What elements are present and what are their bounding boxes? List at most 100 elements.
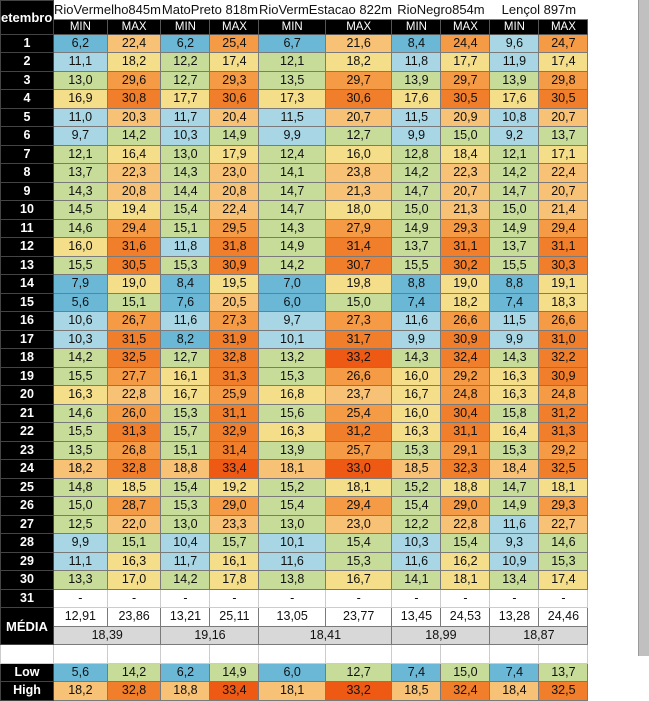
max-temp-cell[interactable]: 22,4 xyxy=(538,163,589,183)
min-temp-cell[interactable]: 16,3 xyxy=(258,422,326,442)
min-temp-cell[interactable]: 15,0 xyxy=(53,496,108,516)
low-value[interactable]: 7,4 xyxy=(489,662,540,682)
min-temp-cell[interactable]: 14,7 xyxy=(489,181,540,201)
min-temp-cell[interactable]: 5,6 xyxy=(53,292,108,312)
min-temp-cell[interactable]: 15,3 xyxy=(258,366,326,386)
max-temp-cell[interactable]: 31,4 xyxy=(209,440,260,460)
max-temp-cell[interactable]: 31,8 xyxy=(209,237,260,257)
min-temp-cell[interactable]: 13,3 xyxy=(53,570,108,590)
max-temp-cell[interactable]: 30,9 xyxy=(538,366,589,386)
max-temp-cell[interactable]: 20,8 xyxy=(209,181,260,201)
max-temp-cell[interactable]: 31,3 xyxy=(209,366,260,386)
max-temp-cell[interactable]: 29,3 xyxy=(538,496,589,516)
max-temp-cell[interactable]: 30,4 xyxy=(440,403,491,423)
max-temp-cell[interactable]: 15,7 xyxy=(209,533,260,553)
max-temp-cell[interactable]: 31,1 xyxy=(440,237,491,257)
media-value[interactable]: 13,28 xyxy=(489,607,540,627)
min-temp-cell[interactable]: 15,1 xyxy=(160,218,211,238)
max-temp-cell[interactable]: 19,0 xyxy=(106,274,162,294)
high-value[interactable]: 32,5 xyxy=(538,681,589,701)
max-temp-cell[interactable]: 32,3 xyxy=(440,459,491,479)
max-temp-cell[interactable]: 33,2 xyxy=(324,348,393,368)
min-temp-cell[interactable]: 14,1 xyxy=(391,570,442,590)
max-temp-cell[interactable]: 18,2 xyxy=(106,52,162,72)
min-temp-cell[interactable]: 11,1 xyxy=(53,551,108,571)
max-temp-cell[interactable]: 27,7 xyxy=(106,366,162,386)
max-temp-cell[interactable]: 33,4 xyxy=(209,459,260,479)
max-temp-cell[interactable]: 28,7 xyxy=(106,496,162,516)
min-temp-cell[interactable]: - xyxy=(160,588,211,608)
max-temp-cell[interactable]: 15,1 xyxy=(106,292,162,312)
media-value[interactable]: 24,53 xyxy=(440,607,491,627)
min-temp-cell[interactable]: 13,9 xyxy=(489,70,540,90)
min-temp-cell[interactable]: 13,0 xyxy=(160,144,211,164)
max-temp-cell[interactable]: 17,4 xyxy=(538,570,589,590)
min-temp-cell[interactable]: 14,3 xyxy=(160,163,211,183)
max-temp-cell[interactable]: 30,9 xyxy=(209,255,260,275)
low-value[interactable]: 14,2 xyxy=(106,662,162,682)
high-value[interactable]: 32,4 xyxy=(440,681,491,701)
min-temp-cell[interactable]: 16,3 xyxy=(489,366,540,386)
max-temp-cell[interactable]: 30,3 xyxy=(538,255,589,275)
max-temp-cell[interactable]: 18,2 xyxy=(440,292,491,312)
min-temp-cell[interactable]: 14,8 xyxy=(53,477,108,497)
min-temp-cell[interactable]: 6,7 xyxy=(258,33,326,53)
max-temp-cell[interactable]: 29,6 xyxy=(106,70,162,90)
low-value[interactable]: 5,6 xyxy=(53,662,108,682)
max-temp-cell[interactable]: 31,3 xyxy=(538,422,589,442)
min-temp-cell[interactable]: 16,1 xyxy=(160,366,211,386)
min-temp-cell[interactable]: 11,1 xyxy=(53,52,108,72)
overall-average[interactable]: 18,99 xyxy=(391,625,491,645)
min-temp-cell[interactable]: 12,1 xyxy=(258,52,326,72)
min-temp-cell[interactable]: 16,7 xyxy=(391,385,442,405)
max-temp-cell[interactable]: 33,0 xyxy=(324,459,393,479)
min-temp-cell[interactable]: 17,3 xyxy=(258,89,326,109)
min-temp-cell[interactable]: 11,6 xyxy=(258,551,326,571)
max-temp-cell[interactable]: 14,9 xyxy=(209,126,260,146)
max-temp-cell[interactable]: 31,1 xyxy=(538,237,589,257)
max-temp-cell[interactable]: 16,1 xyxy=(209,551,260,571)
min-temp-cell[interactable]: 11,5 xyxy=(489,311,540,331)
high-value[interactable]: 18,5 xyxy=(391,681,442,701)
min-temp-cell[interactable]: 7,4 xyxy=(391,292,442,312)
max-temp-cell[interactable]: 20,9 xyxy=(440,107,491,127)
max-temp-cell[interactable]: - xyxy=(440,588,491,608)
max-temp-cell[interactable]: 18,0 xyxy=(324,200,393,220)
min-temp-cell[interactable]: 11,8 xyxy=(160,237,211,257)
min-temp-cell[interactable]: 8,2 xyxy=(160,329,211,349)
min-temp-cell[interactable]: 10,1 xyxy=(258,533,326,553)
min-temp-cell[interactable]: 9,2 xyxy=(489,126,540,146)
max-temp-cell[interactable]: 18,8 xyxy=(440,477,491,497)
max-temp-cell[interactable]: 27,9 xyxy=(324,218,393,238)
min-temp-cell[interactable]: 8,8 xyxy=(391,274,442,294)
max-temp-cell[interactable]: 15,4 xyxy=(440,533,491,553)
max-temp-cell[interactable]: 31,5 xyxy=(106,329,162,349)
min-temp-cell[interactable]: 16,7 xyxy=(160,385,211,405)
max-temp-cell[interactable]: 25,9 xyxy=(209,385,260,405)
min-temp-cell[interactable]: 16,9 xyxy=(53,89,108,109)
max-temp-cell[interactable]: 32,2 xyxy=(538,348,589,368)
max-temp-cell[interactable]: 24,8 xyxy=(440,385,491,405)
min-temp-cell[interactable]: 9,6 xyxy=(489,33,540,53)
min-temp-cell[interactable]: 15,7 xyxy=(160,422,211,442)
min-temp-cell[interactable]: 14,2 xyxy=(53,348,108,368)
min-temp-cell[interactable]: 18,2 xyxy=(53,459,108,479)
min-temp-cell[interactable]: 15,5 xyxy=(489,255,540,275)
min-temp-cell[interactable]: 15,8 xyxy=(489,403,540,423)
max-temp-cell[interactable]: 17,4 xyxy=(209,52,260,72)
max-temp-cell[interactable]: 29,1 xyxy=(440,440,491,460)
min-temp-cell[interactable]: 17,7 xyxy=(160,89,211,109)
max-temp-cell[interactable]: 29,0 xyxy=(440,496,491,516)
max-temp-cell[interactable]: 15,0 xyxy=(324,292,393,312)
low-value[interactable]: 14,9 xyxy=(209,662,260,682)
max-temp-cell[interactable]: 17,1 xyxy=(538,144,589,164)
min-temp-cell[interactable]: 12,1 xyxy=(53,144,108,164)
max-temp-cell[interactable]: 30,7 xyxy=(324,255,393,275)
max-temp-cell[interactable]: 31,0 xyxy=(538,329,589,349)
min-temp-cell[interactable]: 15,5 xyxy=(53,366,108,386)
min-temp-cell[interactable]: 11,7 xyxy=(160,107,211,127)
max-temp-cell[interactable]: 16,2 xyxy=(440,551,491,571)
min-temp-cell[interactable]: 15,3 xyxy=(160,496,211,516)
min-temp-cell[interactable]: 13,2 xyxy=(258,348,326,368)
max-temp-cell[interactable]: 20,5 xyxy=(209,292,260,312)
